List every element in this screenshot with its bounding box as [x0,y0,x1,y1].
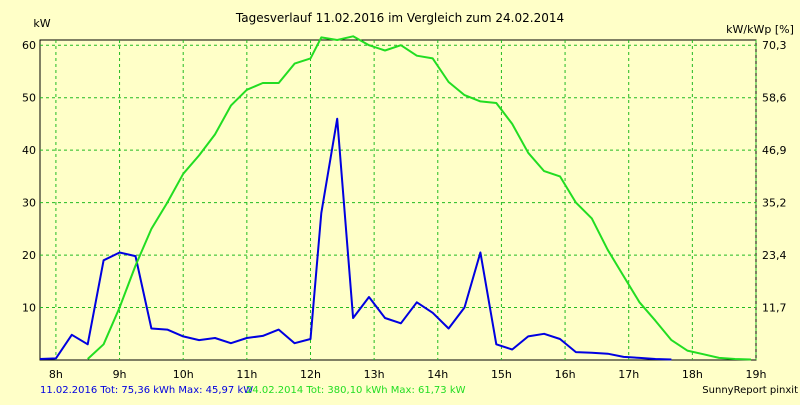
x-tick-label: 9h [113,368,127,381]
y-tick-label-right: 23,4 [762,249,787,262]
y-axis-left-label: kW [33,17,50,30]
y-tick-label-left: 60 [22,39,36,52]
y-tick-label-right: 46,9 [762,144,787,157]
x-tick-label: 16h [555,368,576,381]
plot-frame [39,39,757,361]
x-tick-label: 13h [364,368,385,381]
x-tick-label: 19h [746,368,767,381]
y-tick-label-left: 10 [22,302,36,315]
x-tick-label: 14h [427,368,448,381]
y-tick-label-right: 58,6 [762,92,787,105]
plot-area: 8h 9h 10h 11h 12h 13h 14h 15h 16h 17h 18h 19h 10 20 30… [22,35,787,381]
x-tick-label: 8h [49,368,63,381]
y-tick-label-right: 35,2 [762,197,787,210]
x-tick-label: 18h [682,368,703,381]
y-tick-label-left: 50 [22,92,36,105]
x-tick-label: 11h [236,368,257,381]
chart-title: Tagesverlauf 11.02.2016 im Vergleich zum… [235,11,564,25]
footer-credit: SunnyReport pinxit [702,385,798,396]
x-tick-label: 12h [300,368,321,381]
x-tick-label: 15h [491,368,512,381]
series-line-1 [39,117,672,361]
footer-legend-series-2: 24.02.2014 Tot: 380,10 kWh Max: 61,73 kW [246,385,466,396]
y-tick-label-right: 70,3 [762,39,787,52]
x-tick-label: 10h [173,368,194,381]
y-tick-label-left: 30 [22,197,36,210]
y-axis-right-label: kW/kWp [%] [726,23,794,36]
y-tick-label-right: 11,7 [762,302,787,315]
series-line-2 [87,35,751,361]
y-tick-label-left: 20 [22,249,36,262]
y-tick-label-left: 40 [22,144,36,157]
x-tick-label: 17h [618,368,639,381]
footer-legend-series-1: 11.02.2016 Tot: 75,36 kWh Max: 45,97 kW [40,385,253,396]
